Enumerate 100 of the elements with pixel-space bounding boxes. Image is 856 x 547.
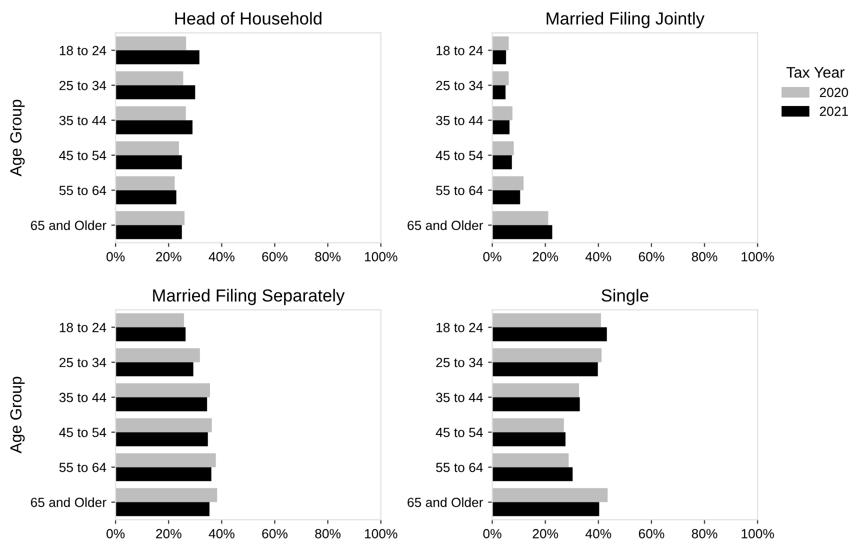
legend-label: 2020 (820, 88, 848, 98)
legend-label: 2021 (820, 106, 848, 116)
x-tick-label: 60% (262, 529, 288, 538)
bar (492, 502, 600, 516)
x-tick-label: 0% (483, 529, 502, 538)
y-tick-label: 35 to 44 (59, 116, 106, 126)
bar (116, 327, 186, 342)
x-tick-label: 60% (638, 252, 664, 262)
bar (116, 313, 184, 328)
y-tick-label: 45 to 54 (59, 150, 106, 160)
x-tick-label: 0% (483, 252, 502, 262)
y-tick-label: 25 to 34 (60, 358, 106, 368)
x-tick-label: 0% (106, 529, 125, 538)
bar (116, 397, 208, 412)
bar (116, 120, 192, 134)
bar (116, 176, 175, 190)
bar (492, 176, 524, 190)
bar (492, 453, 569, 468)
y-tick-label: 25 to 34 (436, 80, 483, 90)
y-tick-label: 18 to 24 (60, 322, 106, 332)
bar (116, 155, 182, 170)
bar (492, 141, 514, 156)
chart-title: Head of Household (175, 12, 322, 25)
y-tick-label: 65 and Older (30, 220, 106, 230)
bar (492, 50, 506, 64)
bar (116, 502, 210, 516)
bar (492, 36, 509, 50)
bar (492, 155, 512, 170)
x-tick-label: 20% (156, 252, 182, 262)
y-tick-label: 35 to 44 (436, 392, 483, 402)
bar (492, 106, 512, 120)
bar (492, 211, 548, 226)
bar (116, 211, 185, 226)
y-tick-label: 45 to 54 (436, 428, 483, 438)
y-tick-label: 55 to 64 (436, 462, 483, 472)
bar (492, 190, 520, 204)
bar (492, 488, 608, 502)
y-tick-label: 35 to 44 (436, 116, 483, 126)
x-tick-label: 0% (106, 252, 125, 262)
bar (116, 453, 216, 468)
y-tick-label: 35 to 44 (59, 392, 106, 402)
y-tick-label: 45 to 54 (59, 428, 106, 438)
bar (492, 71, 509, 86)
x-tick-label: 80% (315, 529, 341, 538)
x-tick-label: 80% (315, 252, 341, 262)
x-tick-label: 40% (208, 529, 234, 538)
bar (116, 348, 200, 362)
y-tick-label: 18 to 24 (60, 46, 106, 56)
y-axis-title: Age Group (10, 376, 25, 454)
y-tick-label: 25 to 34 (60, 80, 106, 90)
bar (116, 225, 182, 240)
y-axis-title: Age Group (10, 100, 25, 176)
legend-title: Tax Year (786, 67, 844, 78)
x-tick-label: 40% (585, 252, 612, 262)
bar (116, 106, 186, 120)
bar (492, 418, 564, 432)
bar (116, 383, 210, 398)
bar (492, 327, 607, 342)
bar (492, 120, 510, 134)
bar (116, 190, 176, 204)
bar (116, 418, 212, 432)
y-tick-label: 55 to 64 (59, 462, 106, 472)
x-tick-label: 20% (156, 529, 182, 538)
bar (492, 362, 598, 376)
x-tick-label: 40% (585, 529, 612, 538)
chart-title: Married Filing Separately (153, 288, 345, 306)
x-tick-label: 40% (208, 252, 234, 262)
y-tick-label: 65 and Older (30, 497, 106, 508)
x-tick-label: 60% (638, 529, 664, 538)
bar (492, 467, 573, 482)
y-tick-label: 25 to 34 (436, 358, 483, 368)
y-tick-label: 65 and Older (408, 220, 484, 230)
bar (116, 85, 196, 100)
y-tick-label: 18 to 24 (436, 322, 483, 332)
y-tick-label: 18 to 24 (436, 46, 483, 56)
x-tick-label: 60% (262, 252, 288, 262)
bar (492, 432, 566, 446)
x-tick-label: 20% (532, 252, 558, 262)
bar (492, 383, 580, 398)
y-tick-label: 45 to 54 (436, 150, 483, 160)
y-tick-label: 65 and Older (408, 497, 484, 508)
chart-title: Married Filing Jointly (546, 12, 704, 28)
bar (492, 397, 580, 412)
bar (492, 85, 506, 100)
bar (492, 348, 602, 362)
x-tick-label: 80% (692, 252, 718, 262)
bar (116, 488, 218, 502)
x-tick-label: 100% (742, 529, 774, 538)
y-tick-label: 55 to 64 (436, 186, 483, 196)
bar (116, 36, 186, 50)
bar (116, 50, 200, 64)
x-tick-label: 100% (364, 529, 398, 538)
y-tick-label: 55 to 64 (59, 186, 106, 196)
bar (492, 225, 552, 240)
bar (492, 313, 602, 328)
bar (116, 432, 208, 446)
bar (116, 467, 212, 482)
chart-title: Single (602, 288, 648, 306)
x-tick-label: 100% (364, 252, 398, 262)
x-tick-label: 100% (742, 252, 774, 262)
